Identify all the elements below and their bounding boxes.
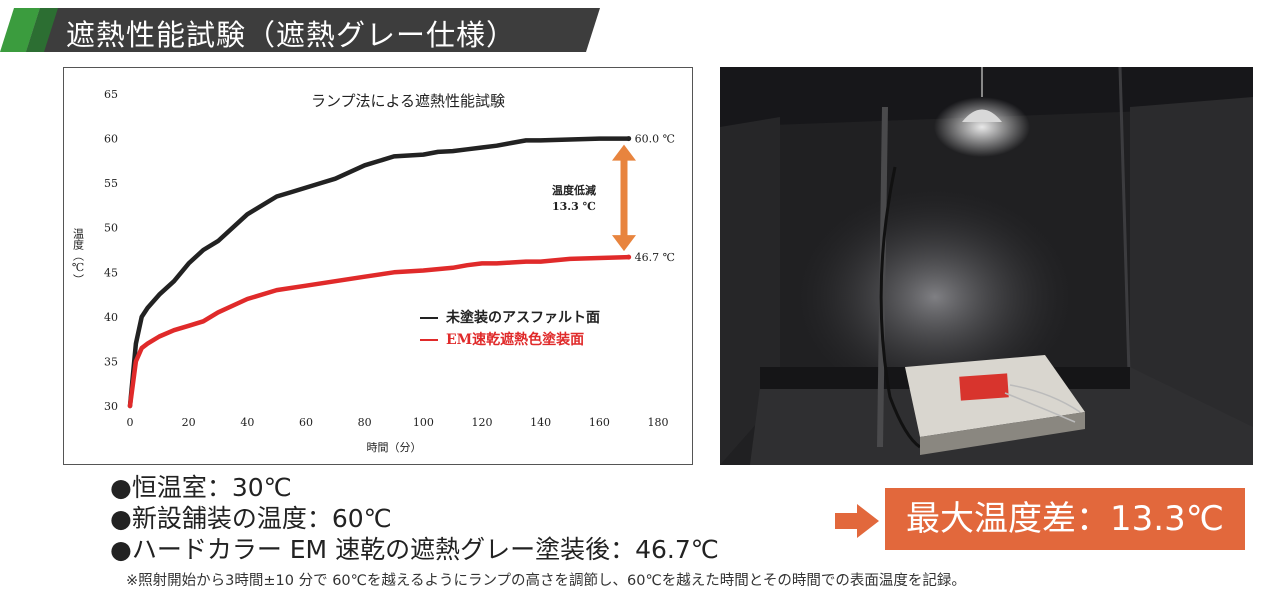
x-tick-label: 60: [299, 416, 313, 429]
x-tick-label: 100: [413, 416, 434, 429]
chart-panel: 0 20 40 60 80 100 120 140 160 180 30 35 40 45 50 55 60 65…: [63, 67, 693, 465]
y-tick-label: 35: [104, 355, 118, 368]
y-tick-label: 40: [104, 311, 118, 324]
x-tick-label: 180: [648, 416, 669, 429]
diff-label: 温度低減: [552, 183, 596, 197]
x-axis-label: 時間（分）: [367, 441, 422, 454]
x-tick-label: 160: [589, 416, 610, 429]
y-tick-label: 30: [104, 400, 118, 413]
legend-label: EM速乾遮熱色塗装面: [446, 331, 584, 348]
y-tick-label: 50: [104, 222, 118, 235]
banner-shape: [0, 8, 600, 52]
y-axis-label: 温度（℃）: [72, 228, 85, 285]
series-end-point: [626, 254, 632, 260]
x-tick-label: 0: [127, 416, 134, 429]
test-conditions: ●恒温室：30℃ ●新設舗装の温度：60℃ ●ハードカラー EM 速乾の遮熱グレ…: [110, 472, 719, 565]
chart-title: ランプ法による遮熱性能試験: [311, 92, 505, 110]
diff-arrow-head-down: [612, 235, 636, 252]
y-tick-label: 55: [104, 177, 118, 190]
x-tick-label: 120: [472, 416, 493, 429]
page-title: 遮熱性能試験（遮熱グレー仕様）: [66, 18, 517, 52]
max-diff-label: 最大温度差：13.3℃: [885, 488, 1245, 550]
x-tick-label: 80: [358, 416, 372, 429]
y-tick-label: 45: [104, 266, 118, 279]
x-tick-label: 40: [240, 416, 254, 429]
series-line: [127, 136, 631, 409]
max-diff-callout: 最大温度差：13.3℃: [835, 488, 1245, 550]
y-tick-label: 60: [104, 133, 118, 146]
x-tick-label: 140: [530, 416, 551, 429]
section-banner: 遮熱性能試験（遮熱グレー仕様）: [0, 8, 600, 52]
x-tick-label: 20: [182, 416, 196, 429]
diff-value: 13.3 ℃: [552, 200, 596, 213]
series-end-point: [626, 136, 632, 142]
end-label-black: 60.0 ℃: [635, 133, 675, 146]
condition-room-temp: ●恒温室：30℃: [110, 473, 292, 502]
footnote: ※照射開始から3時間±10 分で 60℃を越えるようにランプの高さを調節し、60…: [126, 573, 966, 589]
condition-new-pavement: ●新設舗装の温度：60℃: [110, 504, 392, 533]
series-line: [127, 254, 631, 409]
diff-arrow-head-up: [612, 144, 636, 161]
legend-label: 未塗装のアスファルト面: [446, 309, 600, 326]
y-tick-label: 65: [104, 88, 118, 101]
test-setup-photo: [720, 67, 1253, 465]
test-setup-illustration: [720, 67, 1253, 465]
end-label-red: 46.7 ℃: [635, 251, 675, 264]
condition-coated: ●ハードカラー EM 速乾の遮熱グレー塗装後：46.7℃: [110, 535, 719, 564]
right-arrow-icon: [835, 504, 879, 538]
line-chart: 0 20 40 60 80 100 120 140 160 180 30 35 40 45 50 55 60 65…: [72, 88, 675, 454]
